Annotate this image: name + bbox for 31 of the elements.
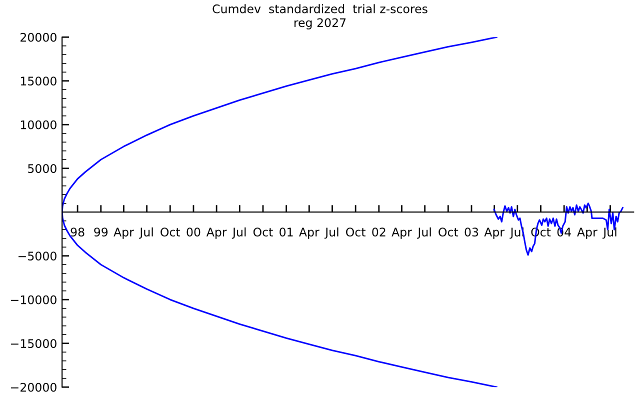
- x-tick-label: Jul: [417, 227, 431, 239]
- x-tick-label: Oct: [160, 228, 180, 237]
- x-tick-label: 01: [280, 228, 293, 237]
- y-tick-label: 20000: [20, 32, 56, 42]
- x-tick-label: 03: [464, 228, 478, 237]
- x-tick-label: Apr: [299, 228, 320, 239]
- y-tick-label: 15000: [20, 76, 56, 86]
- chart-title: Cumdev standardized trial z-scores: [212, 4, 428, 14]
- y-tick-label: −15000: [11, 339, 56, 348]
- x-tick-label: 00: [186, 228, 200, 237]
- x-tick-label: Apr: [392, 228, 412, 239]
- y-tick-label: −10000: [11, 295, 56, 304]
- y-tick-label: −5000: [18, 252, 56, 261]
- x-tick-label: 99: [94, 228, 108, 237]
- x-tick-label: Oct: [253, 228, 273, 237]
- y-tick-label: 10000: [20, 120, 56, 130]
- x-tick-label: Jul: [602, 227, 616, 239]
- x-tick-label: Jul: [232, 227, 246, 239]
- x-tick-label: 02: [372, 228, 386, 237]
- x-tick-label: Apr: [577, 228, 598, 239]
- x-tick-label: Oct: [438, 228, 458, 237]
- x-tick-label: Apr: [484, 228, 505, 239]
- x-tick-label: Jul: [139, 227, 153, 239]
- x-tick-label: 98: [70, 228, 84, 237]
- x-tick-label: Apr: [114, 228, 134, 239]
- x-tick-label: Apr: [206, 228, 227, 239]
- x-tick-label: Oct: [346, 228, 366, 237]
- chart-subtitle: reg 2027: [294, 18, 346, 30]
- x-tick-label: Jul: [324, 227, 338, 239]
- y-tick-label: 5000: [28, 164, 56, 174]
- y-tick-label: −20000: [11, 382, 56, 392]
